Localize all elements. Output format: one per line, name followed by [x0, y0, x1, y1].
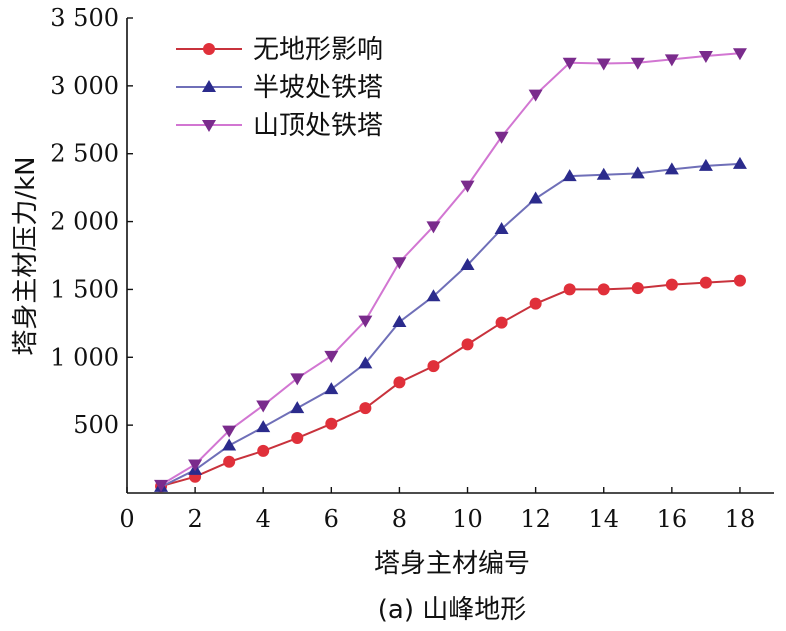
y-tick-label: 2 000 [50, 208, 119, 236]
data-point [630, 57, 645, 70]
data-point [392, 315, 407, 327]
data-point [325, 417, 338, 430]
x-tick-labels: 0 2 4 6 8 10 12 14 16 18 [119, 505, 755, 533]
data-point [494, 131, 509, 144]
data-point [393, 376, 406, 389]
y-tick-label: 1 500 [50, 275, 119, 303]
x-tick-label: 2 [187, 505, 202, 533]
data-point [664, 162, 679, 175]
data-point [529, 297, 542, 310]
chart-caption: (a) 山峰地形 [378, 595, 527, 625]
legend-marker [202, 80, 216, 92]
data-point [426, 289, 441, 302]
x-tick-label: 16 [657, 505, 688, 533]
x-tick-label: 18 [725, 505, 756, 533]
series-line [160, 52, 741, 486]
x-axis-title: 塔身主材编号 [374, 549, 530, 579]
series-layer [154, 48, 747, 493]
data-point [665, 278, 678, 291]
legend-item-0: 无地形影响 [176, 35, 383, 65]
legend-marker [203, 43, 215, 55]
data-point [291, 432, 304, 445]
legend-label: 无地形影响 [253, 35, 383, 65]
x-tick-label: 0 [119, 505, 134, 533]
y-tick-label: 3 000 [50, 72, 119, 100]
data-point [358, 356, 373, 369]
y-tick-label: 500 [73, 411, 119, 439]
axes [126, 17, 774, 494]
data-point [460, 180, 475, 193]
legend-item-2: 山顶处铁塔 [176, 111, 383, 141]
data-point [528, 89, 543, 102]
legend-label: 半坡处铁塔 [253, 73, 383, 103]
data-point [256, 420, 271, 433]
x-tick-label: 6 [324, 505, 339, 533]
data-point [427, 360, 440, 373]
y-tick-label: 1 000 [50, 343, 119, 371]
data-point [222, 438, 237, 451]
series-line [160, 279, 741, 488]
data-point [698, 51, 713, 63]
data-point [290, 401, 305, 414]
y-tick-labels: 500 1 000 1 500 2 000 2 500 3 000 3 500 [50, 4, 119, 439]
data-point [256, 400, 271, 413]
legend-marker [202, 120, 216, 132]
data-point [630, 166, 645, 179]
x-tick-label: 8 [392, 505, 407, 533]
data-point [699, 276, 712, 289]
data-point [461, 338, 474, 351]
data-point [528, 191, 543, 204]
data-point [733, 274, 746, 287]
x-tick-label: 14 [588, 505, 619, 533]
data-point [358, 315, 373, 328]
data-point [698, 158, 713, 171]
data-point [154, 479, 169, 492]
data-point [290, 373, 305, 386]
x-tick-label: 4 [256, 505, 271, 533]
data-point [732, 156, 747, 169]
data-point [494, 222, 509, 235]
data-point [732, 48, 747, 61]
data-point [631, 282, 644, 295]
data-point [664, 54, 679, 67]
data-point [188, 459, 203, 472]
data-point [222, 425, 237, 438]
data-point [359, 402, 372, 415]
data-point [257, 444, 270, 457]
legend-item-1: 半坡处铁塔 [176, 73, 383, 103]
data-point [597, 283, 610, 296]
data-point [223, 455, 236, 468]
data-point [426, 221, 441, 234]
x-tick-label: 10 [452, 505, 483, 533]
series-0 [155, 274, 746, 493]
data-point [392, 257, 407, 270]
legend-label: 山顶处铁塔 [253, 111, 383, 141]
y-tick-label: 3 500 [50, 4, 119, 32]
data-point [460, 258, 475, 270]
data-point [596, 58, 611, 71]
series-2 [154, 48, 747, 492]
data-point [324, 382, 339, 395]
data-point [495, 316, 508, 329]
data-point [596, 167, 611, 180]
data-point [563, 283, 576, 296]
x-tick-label: 12 [520, 505, 551, 533]
data-point [562, 57, 577, 70]
data-point [562, 169, 577, 182]
series-line [160, 162, 741, 488]
y-axis-title: 塔身主材压力/kN [11, 156, 41, 355]
data-point [324, 350, 339, 363]
y-tick-label: 2 500 [50, 140, 119, 168]
